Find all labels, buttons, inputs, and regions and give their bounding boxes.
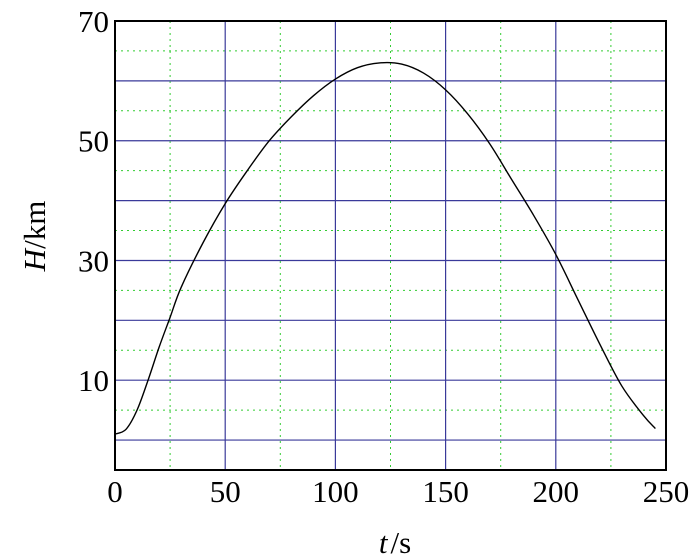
- plot-background: [115, 21, 666, 470]
- minor-grid: [115, 21, 666, 470]
- x-tick-label: 50: [210, 474, 241, 509]
- x-axis-symbol: t: [379, 525, 389, 560]
- y-axis-unit: /km: [17, 201, 52, 249]
- series-layer: [114, 61, 656, 435]
- y-axis-symbol: H: [17, 247, 52, 272]
- x-tick-label: 250: [643, 474, 690, 509]
- x-tick-label: 0: [107, 474, 123, 509]
- y-tick-label: 50: [78, 124, 109, 159]
- y-tick-label: 10: [78, 363, 109, 398]
- plot-frame: [114, 20, 667, 471]
- x-tick-label: 200: [533, 474, 580, 509]
- tick-labels: 0 50 100 150 200 250 10 30 50 70: [78, 4, 689, 509]
- major-grid: [115, 21, 666, 470]
- x-tick-label: 100: [312, 474, 359, 509]
- y-tick-label: 30: [78, 243, 109, 278]
- x-tick-label: 150: [422, 474, 469, 509]
- altitude-curve: [114, 61, 656, 435]
- x-axis-label: t/s: [379, 525, 411, 560]
- y-tick-label: 70: [78, 4, 109, 39]
- y-axis-label: H/km: [17, 201, 52, 273]
- x-axis-unit: /s: [390, 525, 411, 560]
